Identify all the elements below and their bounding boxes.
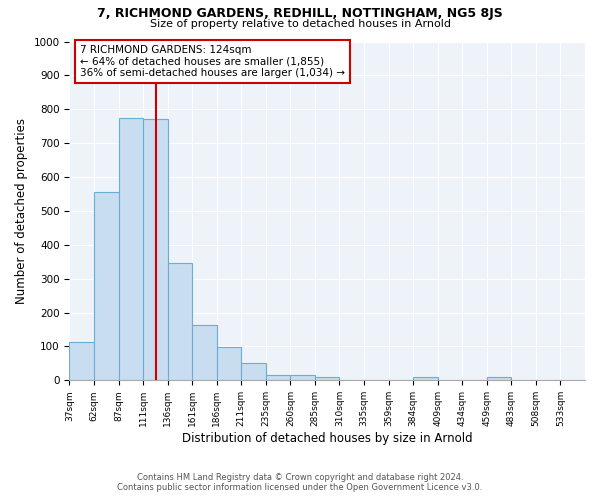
Bar <box>167 263 192 380</box>
Bar <box>143 120 167 380</box>
Y-axis label: Number of detached properties: Number of detached properties <box>15 118 28 304</box>
X-axis label: Distribution of detached houses by size in Arnold: Distribution of detached houses by size … <box>182 432 473 445</box>
Bar <box>94 192 119 380</box>
Bar <box>315 377 340 380</box>
Text: Contains HM Land Registry data © Crown copyright and database right 2024.
Contai: Contains HM Land Registry data © Crown c… <box>118 473 482 492</box>
Bar <box>217 348 241 380</box>
Text: 7, RICHMOND GARDENS, REDHILL, NOTTINGHAM, NG5 8JS: 7, RICHMOND GARDENS, REDHILL, NOTTINGHAM… <box>97 8 503 20</box>
Bar <box>70 342 94 380</box>
Bar <box>192 326 217 380</box>
Bar <box>487 377 511 380</box>
Bar <box>241 362 266 380</box>
Text: 7 RICHMOND GARDENS: 124sqm
← 64% of detached houses are smaller (1,855)
36% of s: 7 RICHMOND GARDENS: 124sqm ← 64% of deta… <box>80 45 345 78</box>
Bar <box>413 377 437 380</box>
Bar <box>290 376 315 380</box>
Bar <box>119 118 143 380</box>
Text: Size of property relative to detached houses in Arnold: Size of property relative to detached ho… <box>149 19 451 29</box>
Bar <box>266 376 290 380</box>
